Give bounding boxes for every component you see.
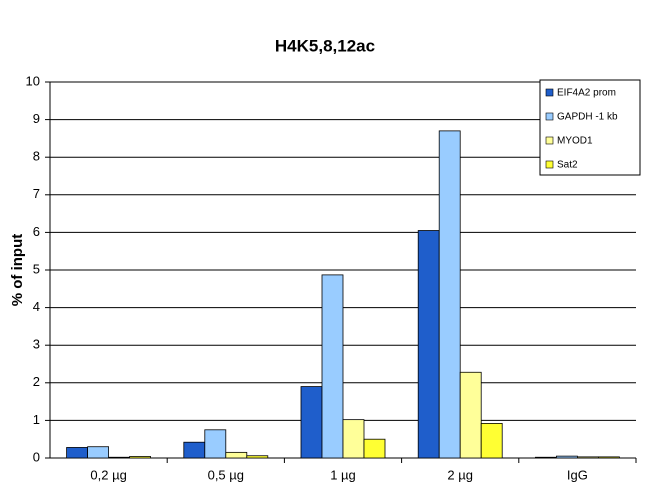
bar — [342, 419, 365, 459]
legend-swatch — [545, 88, 554, 97]
bar — [480, 423, 503, 459]
y-axis-label: % of input — [9, 234, 26, 306]
bar — [108, 456, 130, 459]
bar — [204, 429, 227, 459]
chart-title: H4K5,8,12ac — [275, 36, 375, 55]
y-tick-label: 4 — [33, 299, 40, 314]
bar — [556, 455, 578, 459]
x-tick-label: 2 µg — [447, 467, 473, 482]
legend-label: Sat2 — [557, 160, 578, 171]
bar — [321, 274, 344, 459]
bar — [438, 130, 461, 459]
legend-swatch — [545, 160, 554, 169]
bar — [535, 456, 557, 459]
y-tick-label: 9 — [33, 111, 40, 126]
bar — [246, 455, 269, 459]
y-tick-label: 3 — [33, 337, 40, 352]
legend-label: EIF4A2 prom — [557, 88, 616, 99]
bar — [417, 230, 440, 459]
bar — [598, 456, 620, 459]
x-tick-label: 0,2 µg — [90, 467, 126, 482]
bar — [87, 446, 109, 459]
bar — [459, 371, 482, 459]
bar — [225, 451, 248, 459]
bar — [300, 386, 323, 459]
y-tick-label: 7 — [33, 186, 40, 201]
legend-label: MYOD1 — [557, 136, 593, 147]
bar — [66, 447, 88, 459]
bar — [183, 441, 206, 459]
legend-box — [539, 79, 641, 176]
y-tick-label: 5 — [33, 261, 40, 276]
bar — [577, 456, 599, 459]
x-tick-label: 1 µg — [330, 467, 356, 482]
x-tick-label: IgG — [567, 467, 588, 482]
y-tick-label: 0 — [33, 449, 40, 464]
y-tick-label: 10 — [26, 73, 40, 88]
y-tick-label: 8 — [33, 149, 40, 164]
bar — [363, 438, 386, 459]
y-tick-label: 1 — [33, 412, 40, 427]
legend-swatch — [545, 112, 554, 121]
legend-label: GAPDH -1 kb — [557, 112, 618, 123]
x-tick-label: 0,5 µg — [208, 467, 244, 482]
legend-swatch — [545, 136, 554, 145]
bar — [129, 456, 152, 459]
y-tick-label: 6 — [33, 224, 40, 239]
y-tick-label: 2 — [33, 374, 40, 389]
